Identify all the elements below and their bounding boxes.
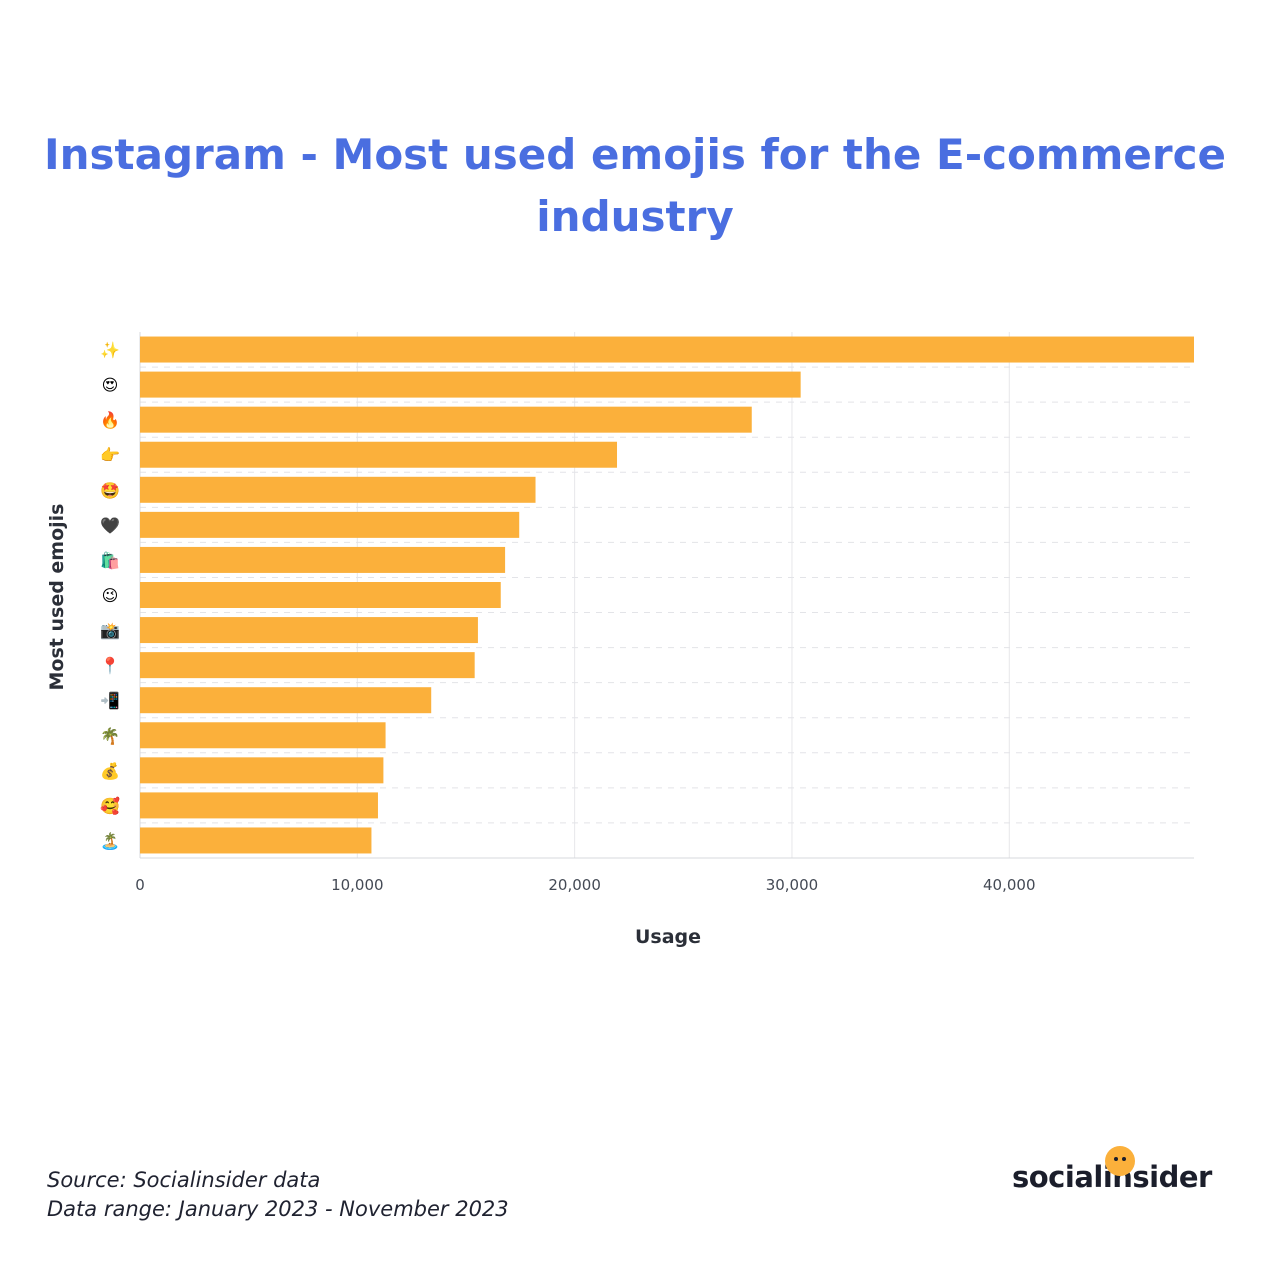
bar bbox=[140, 476, 536, 503]
socialinsider-logo: socialinsider bbox=[1012, 1146, 1217, 1196]
category-label: 🛍️ bbox=[100, 551, 120, 570]
category-label: 💰 bbox=[100, 761, 120, 780]
category-label: 📸 bbox=[100, 621, 120, 640]
bar bbox=[140, 792, 378, 819]
bar bbox=[140, 582, 501, 608]
bar bbox=[140, 687, 432, 714]
category-label: 📍 bbox=[100, 656, 120, 675]
source-line: Source: Socialinsider data bbox=[47, 1168, 321, 1192]
category-label: 🏝️ bbox=[100, 831, 120, 850]
grid-layer bbox=[139, 332, 1194, 859]
category-label: ✨ bbox=[100, 341, 120, 360]
chart-title: Instagram - Most used emojis for the E-c… bbox=[44, 130, 1226, 241]
x-tick-label: 40,000 bbox=[983, 876, 1036, 894]
bar bbox=[140, 722, 386, 749]
category-labels: ✨ 😍 🔥 👉 🤩 🖤 🛍️ 😉 📸 📍 📲 🌴 💰 🥰 🏝️ bbox=[100, 341, 120, 851]
bar bbox=[140, 336, 1194, 363]
x-tick-labels: 0 10,000 20,000 30,000 40,000 bbox=[135, 876, 1035, 894]
bar bbox=[140, 406, 752, 433]
category-label: 😍 bbox=[102, 376, 119, 395]
logo-smiley-icon bbox=[1105, 1146, 1135, 1176]
bar bbox=[140, 546, 506, 573]
category-label: 🤩 bbox=[100, 481, 120, 500]
bar bbox=[140, 441, 618, 468]
bar bbox=[140, 652, 475, 679]
category-label: 🌴 bbox=[100, 726, 120, 745]
bar-chart: 0 10,000 20,000 30,000 40,000 ✨ 😍 🔥 👉 🤩 🖤 🛍️ 😉 📸 📍 📲 🌴 💰… bbox=[46, 332, 1194, 948]
x-axis-title: Usage bbox=[635, 926, 701, 948]
x-tick-label: 30,000 bbox=[766, 876, 819, 894]
category-label: 🔥 bbox=[100, 411, 120, 430]
y-axis-title: Most used emojis bbox=[46, 504, 68, 691]
bar bbox=[140, 511, 520, 538]
data-range-line: Data range: January 2023 - November 2023 bbox=[47, 1197, 509, 1221]
x-tick-label: 10,000 bbox=[331, 876, 384, 894]
source-note: Source: Socialinsider data Data range: J… bbox=[47, 1166, 509, 1224]
bar bbox=[140, 827, 372, 854]
bar bbox=[140, 617, 478, 644]
category-label: 😉 bbox=[102, 586, 119, 605]
category-label: 🖤 bbox=[100, 516, 120, 535]
category-label: 🥰 bbox=[100, 796, 120, 815]
x-tick-label: 0 bbox=[135, 876, 145, 894]
category-label: 📲 bbox=[100, 691, 120, 710]
x-tick-label: 20,000 bbox=[548, 876, 601, 894]
bars-layer bbox=[140, 336, 1194, 854]
bar bbox=[140, 757, 384, 784]
category-label: 👉 bbox=[100, 446, 120, 465]
bar bbox=[140, 371, 801, 398]
